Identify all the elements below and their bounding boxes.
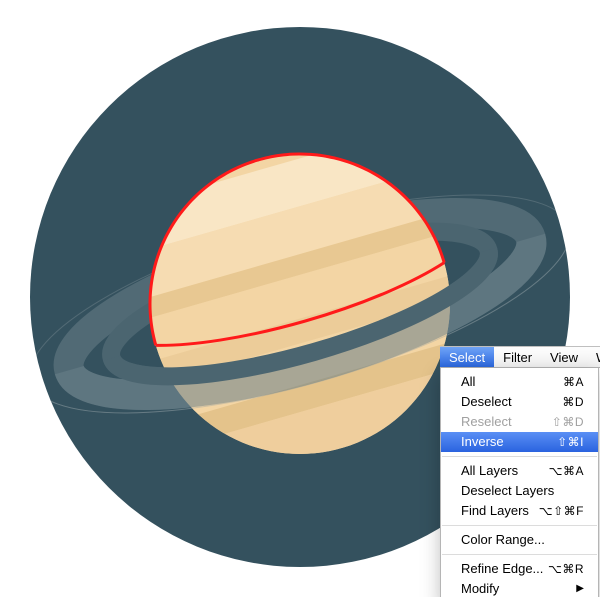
menubar-item-label: Windo xyxy=(596,350,600,365)
menu-item-modify[interactable]: Modify ▶ xyxy=(441,579,598,597)
menu-item-all[interactable]: All ⌘A xyxy=(441,372,598,392)
menu-separator xyxy=(442,525,597,526)
menu-item-find-layers[interactable]: Find Layers ⌥⇧⌘F xyxy=(441,501,598,521)
menu-item-label: Inverse xyxy=(461,433,504,451)
menu-item-shortcut: ⌘D xyxy=(544,393,584,411)
menubar-item-window[interactable]: Windo xyxy=(587,347,600,367)
menubar-item-label: Filter xyxy=(503,350,532,365)
menu-item-color-range[interactable]: Color Range... xyxy=(441,530,598,550)
menu-item-inverse[interactable]: Inverse ⇧⌘I xyxy=(441,432,598,452)
menubar: Select Filter View Windo xyxy=(440,346,600,368)
menu-item-label: All Layers xyxy=(461,462,518,480)
menu-separator xyxy=(442,554,597,555)
menu-item-shortcut: ⌘A xyxy=(544,373,584,391)
menubar-item-filter[interactable]: Filter xyxy=(494,347,541,367)
menu-item-label: Find Layers xyxy=(461,502,529,520)
select-menu-dropdown: All ⌘A Deselect ⌘D Reselect ⇧⌘D Inverse … xyxy=(440,368,599,597)
menubar-item-select[interactable]: Select xyxy=(440,347,494,367)
menu-item-refine-edge[interactable]: Refine Edge... ⌥⌘R xyxy=(441,559,598,579)
menubar-item-label: Select xyxy=(449,350,485,365)
menu-item-shortcut: ⌥⌘A xyxy=(544,462,584,480)
menu-item-shortcut: ⇧⌘I xyxy=(544,433,584,451)
submenu-arrow-icon: ▶ xyxy=(576,580,584,597)
menu-item-label: Reselect xyxy=(461,413,512,431)
menu-item-reselect: Reselect ⇧⌘D xyxy=(441,412,598,432)
menu-item-label: Deselect xyxy=(461,393,512,411)
menu-item-shortcut: ⇧⌘D xyxy=(544,413,584,431)
menu-item-label: Refine Edge... xyxy=(461,560,543,578)
menu-item-deselect[interactable]: Deselect ⌘D xyxy=(441,392,598,412)
menu-separator xyxy=(442,456,597,457)
menu-item-all-layers[interactable]: All Layers ⌥⌘A xyxy=(441,461,598,481)
menu-item-label: Modify xyxy=(461,580,499,597)
menu-item-shortcut: ⌥⌘R xyxy=(544,560,584,578)
menubar-item-view[interactable]: View xyxy=(541,347,587,367)
menu-item-label: All xyxy=(461,373,475,391)
menu-item-shortcut: ⌥⇧⌘F xyxy=(539,502,584,520)
menu-item-label: Color Range... xyxy=(461,531,545,549)
menu-item-deselect-layers[interactable]: Deselect Layers xyxy=(441,481,598,501)
menu-item-label: Deselect Layers xyxy=(461,482,554,500)
menubar-item-label: View xyxy=(550,350,578,365)
